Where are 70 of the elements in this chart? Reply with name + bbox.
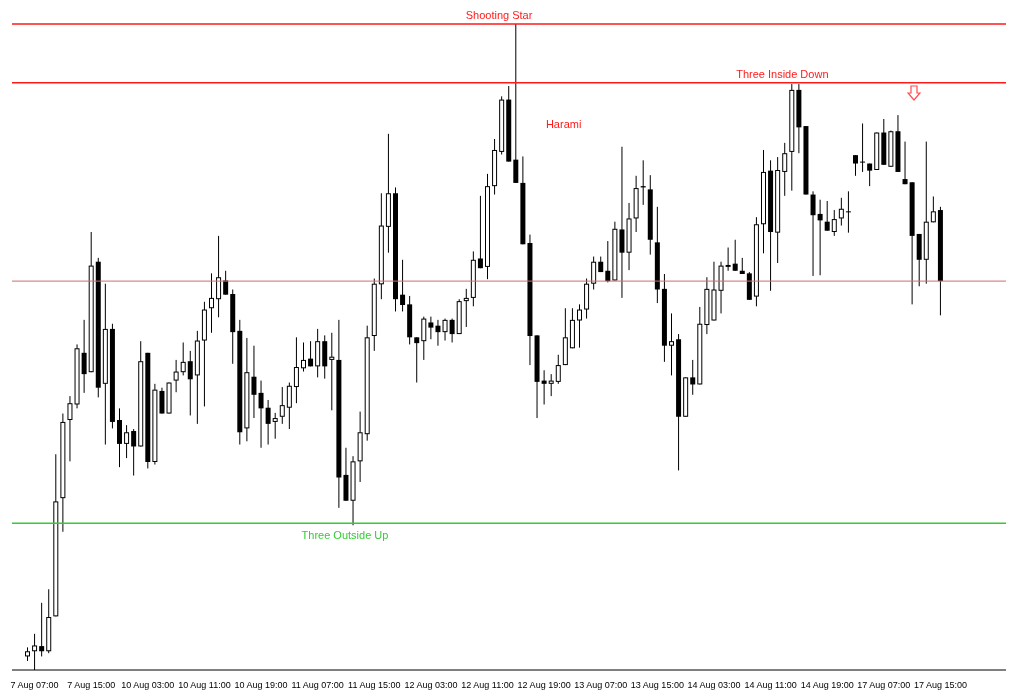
candlestick (817, 199, 823, 276)
candlestick (223, 270, 229, 296)
ref-line-label: Three Inside Down (736, 67, 829, 80)
candlestick (442, 318, 448, 342)
candlestick (477, 195, 483, 269)
candlestick (308, 340, 314, 367)
x-tick-label: 12 Aug 03:00 (404, 680, 458, 690)
candlestick (258, 380, 264, 449)
candlestick (732, 239, 738, 272)
candlestick (591, 256, 597, 291)
x-tick-label: 13 Aug 15:00 (630, 680, 684, 690)
x-tick-label: 14 Aug 03:00 (687, 680, 741, 690)
candlestick (131, 428, 137, 477)
candlestick (301, 341, 306, 373)
candlestick (824, 200, 830, 232)
x-tick-label: 14 Aug 19:00 (800, 680, 854, 690)
candlestick (449, 318, 455, 343)
candlestick (428, 316, 434, 340)
candlestick (513, 24, 519, 184)
candlestick (541, 369, 547, 405)
candlestick (669, 312, 674, 376)
x-tick-label: 17 Aug 07:00 (857, 680, 911, 690)
x-tick-label: 12 Aug 19:00 (517, 680, 571, 690)
candlestick (853, 154, 858, 177)
annotation: Harami (545, 117, 582, 130)
candlestick (216, 235, 222, 318)
candlestick (117, 407, 122, 468)
candlestick (286, 382, 292, 430)
candlestick (173, 359, 179, 393)
candlestick (81, 319, 87, 394)
candlestick (293, 336, 299, 404)
candlestick (39, 602, 45, 657)
ref-line-label: Shooting Star (465, 9, 533, 21)
candlestick (209, 272, 214, 334)
candlestick (400, 259, 406, 312)
candlestick (690, 359, 696, 396)
x-tick-label: 11 Aug 15:00 (348, 680, 401, 690)
candlestick (279, 386, 285, 425)
x-tick-label: 7 Aug 07:00 (10, 680, 59, 690)
candlestick (845, 190, 851, 234)
candlestick (555, 354, 561, 385)
x-tick-label: 13 Aug 07:00 (574, 680, 628, 690)
candlestick (860, 122, 866, 173)
candlestick (421, 316, 427, 361)
candlestick (810, 190, 816, 277)
candlestick (265, 399, 271, 446)
candlestick (930, 195, 936, 223)
x-tick-label: 11 Aug 07:00 (291, 680, 344, 690)
x-tick-label: 17 Aug 15:00 (913, 680, 967, 690)
candlestick (831, 209, 837, 237)
ref-line-label: Three Outside Up (301, 529, 389, 542)
candlestick (463, 288, 469, 328)
x-tick-label: 12 Aug 11:00 (461, 680, 514, 690)
x-tick-label: 10 Aug 19:00 (234, 680, 288, 690)
x-tick-label: 10 Aug 11:00 (178, 680, 231, 690)
x-tick-label: 10 Aug 03:00 (121, 680, 175, 690)
x-tick-label: 14 Aug 11:00 (744, 680, 797, 690)
candlestick (180, 341, 186, 376)
candlestick (329, 332, 335, 411)
candlestick (414, 336, 420, 384)
candlestick (577, 303, 582, 349)
candlestick (782, 142, 788, 197)
candlestick (548, 373, 554, 397)
candlestick (902, 141, 908, 185)
candlestick (187, 350, 193, 416)
x-tick-label: 7 Aug 15:00 (67, 680, 116, 690)
candlestick (272, 412, 278, 440)
candlestick (124, 424, 130, 459)
candlestick (435, 319, 441, 347)
candlestick (838, 197, 844, 227)
